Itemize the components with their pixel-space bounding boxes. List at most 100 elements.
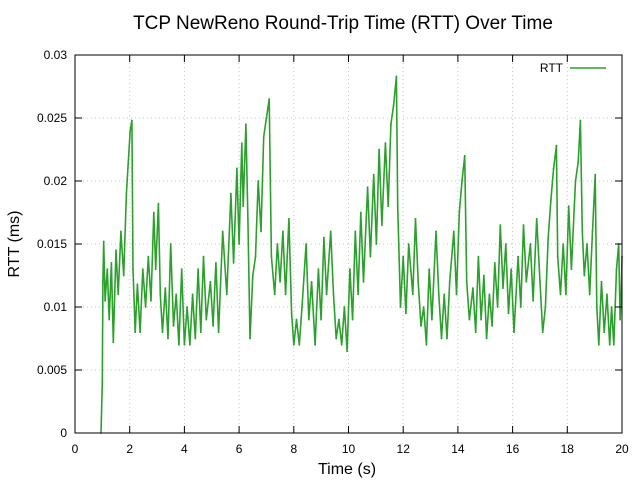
y-tick-label: 0.015	[37, 237, 67, 251]
data-point	[420, 325, 422, 327]
data-point	[310, 280, 313, 283]
data-point	[354, 230, 357, 233]
data-point	[332, 293, 335, 296]
data-point	[437, 293, 440, 296]
data-point	[102, 240, 105, 243]
data-point	[477, 255, 480, 258]
data-point	[242, 205, 245, 208]
data-point	[519, 306, 522, 308]
data-point	[407, 243, 410, 245]
data-point	[115, 249, 117, 252]
data-point	[443, 293, 446, 296]
data-point	[603, 331, 606, 334]
x-tick-label: 10	[342, 442, 356, 456]
data-point	[175, 293, 178, 296]
data-point	[555, 144, 558, 147]
data-point	[343, 306, 346, 308]
x-tick-label: 6	[236, 442, 243, 456]
data-point	[399, 306, 402, 308]
data-point	[458, 211, 461, 214]
data-point	[381, 224, 383, 227]
data-point	[217, 331, 220, 334]
data-point	[591, 230, 594, 233]
data-point	[366, 186, 369, 189]
x-tick-label: 12	[397, 442, 411, 456]
data-point	[570, 268, 573, 271]
data-point	[547, 236, 550, 239]
data-point	[221, 230, 224, 233]
data-point	[507, 312, 510, 315]
y-tick-label: 0.03	[44, 48, 68, 62]
data-point	[305, 243, 307, 245]
data-point	[180, 268, 183, 271]
data-point	[431, 318, 433, 321]
x-tick-label: 16	[506, 442, 520, 456]
data-point	[262, 136, 265, 138]
data-point	[338, 318, 340, 321]
data-point	[329, 230, 332, 233]
data-point	[152, 211, 155, 214]
data-point	[129, 129, 132, 132]
data-point	[485, 337, 488, 340]
data-point	[301, 306, 303, 308]
data-point	[292, 343, 295, 346]
data-point	[372, 173, 375, 176]
data-point	[110, 262, 113, 264]
data-point	[199, 331, 202, 334]
data-point	[325, 293, 328, 296]
data-point	[323, 236, 325, 239]
series-line-rtt	[100, 75, 623, 434]
data-point	[273, 293, 276, 296]
data-point	[465, 280, 468, 283]
data-point	[474, 331, 477, 334]
data-point	[588, 293, 591, 296]
data-point	[340, 343, 343, 346]
data-point	[225, 293, 228, 296]
data-point	[535, 217, 538, 220]
data-point	[463, 154, 466, 157]
data-point	[504, 243, 507, 245]
data-point	[483, 274, 485, 277]
data-point	[581, 230, 584, 233]
data-point	[215, 262, 217, 264]
data-point	[245, 123, 247, 126]
data-point	[125, 192, 128, 195]
data-point	[544, 306, 547, 308]
data-point	[392, 104, 395, 107]
data-point	[556, 255, 559, 258]
data-point	[254, 255, 257, 258]
data-point	[522, 224, 525, 227]
data-point	[117, 293, 120, 296]
x-tick-label: 8	[290, 442, 297, 456]
data-point	[480, 318, 482, 321]
data-point	[539, 280, 541, 283]
data-point	[452, 230, 455, 233]
data-point	[502, 287, 504, 289]
data-point	[608, 343, 611, 346]
data-point	[167, 337, 169, 340]
x-tick-label: 18	[561, 442, 575, 456]
y-axis-label: RTT (ms)	[6, 211, 23, 278]
data-point	[284, 293, 287, 296]
data-point	[141, 268, 144, 271]
data-point	[144, 306, 147, 308]
data-point	[510, 268, 513, 271]
data-point	[183, 343, 186, 346]
data-point	[440, 337, 443, 340]
data-point	[491, 325, 493, 327]
data-point	[127, 161, 130, 164]
data-point	[102, 280, 104, 283]
data-point	[101, 381, 104, 384]
data-point	[595, 306, 598, 308]
data-point	[276, 243, 279, 245]
data-point	[112, 341, 115, 344]
data-point	[619, 318, 621, 321]
data-point	[257, 180, 260, 182]
data-point	[577, 161, 580, 164]
data-point	[493, 262, 496, 264]
data-point	[265, 117, 268, 119]
data-point	[270, 255, 273, 258]
data-point	[120, 230, 122, 233]
data-point	[525, 280, 528, 283]
data-point	[150, 299, 152, 302]
